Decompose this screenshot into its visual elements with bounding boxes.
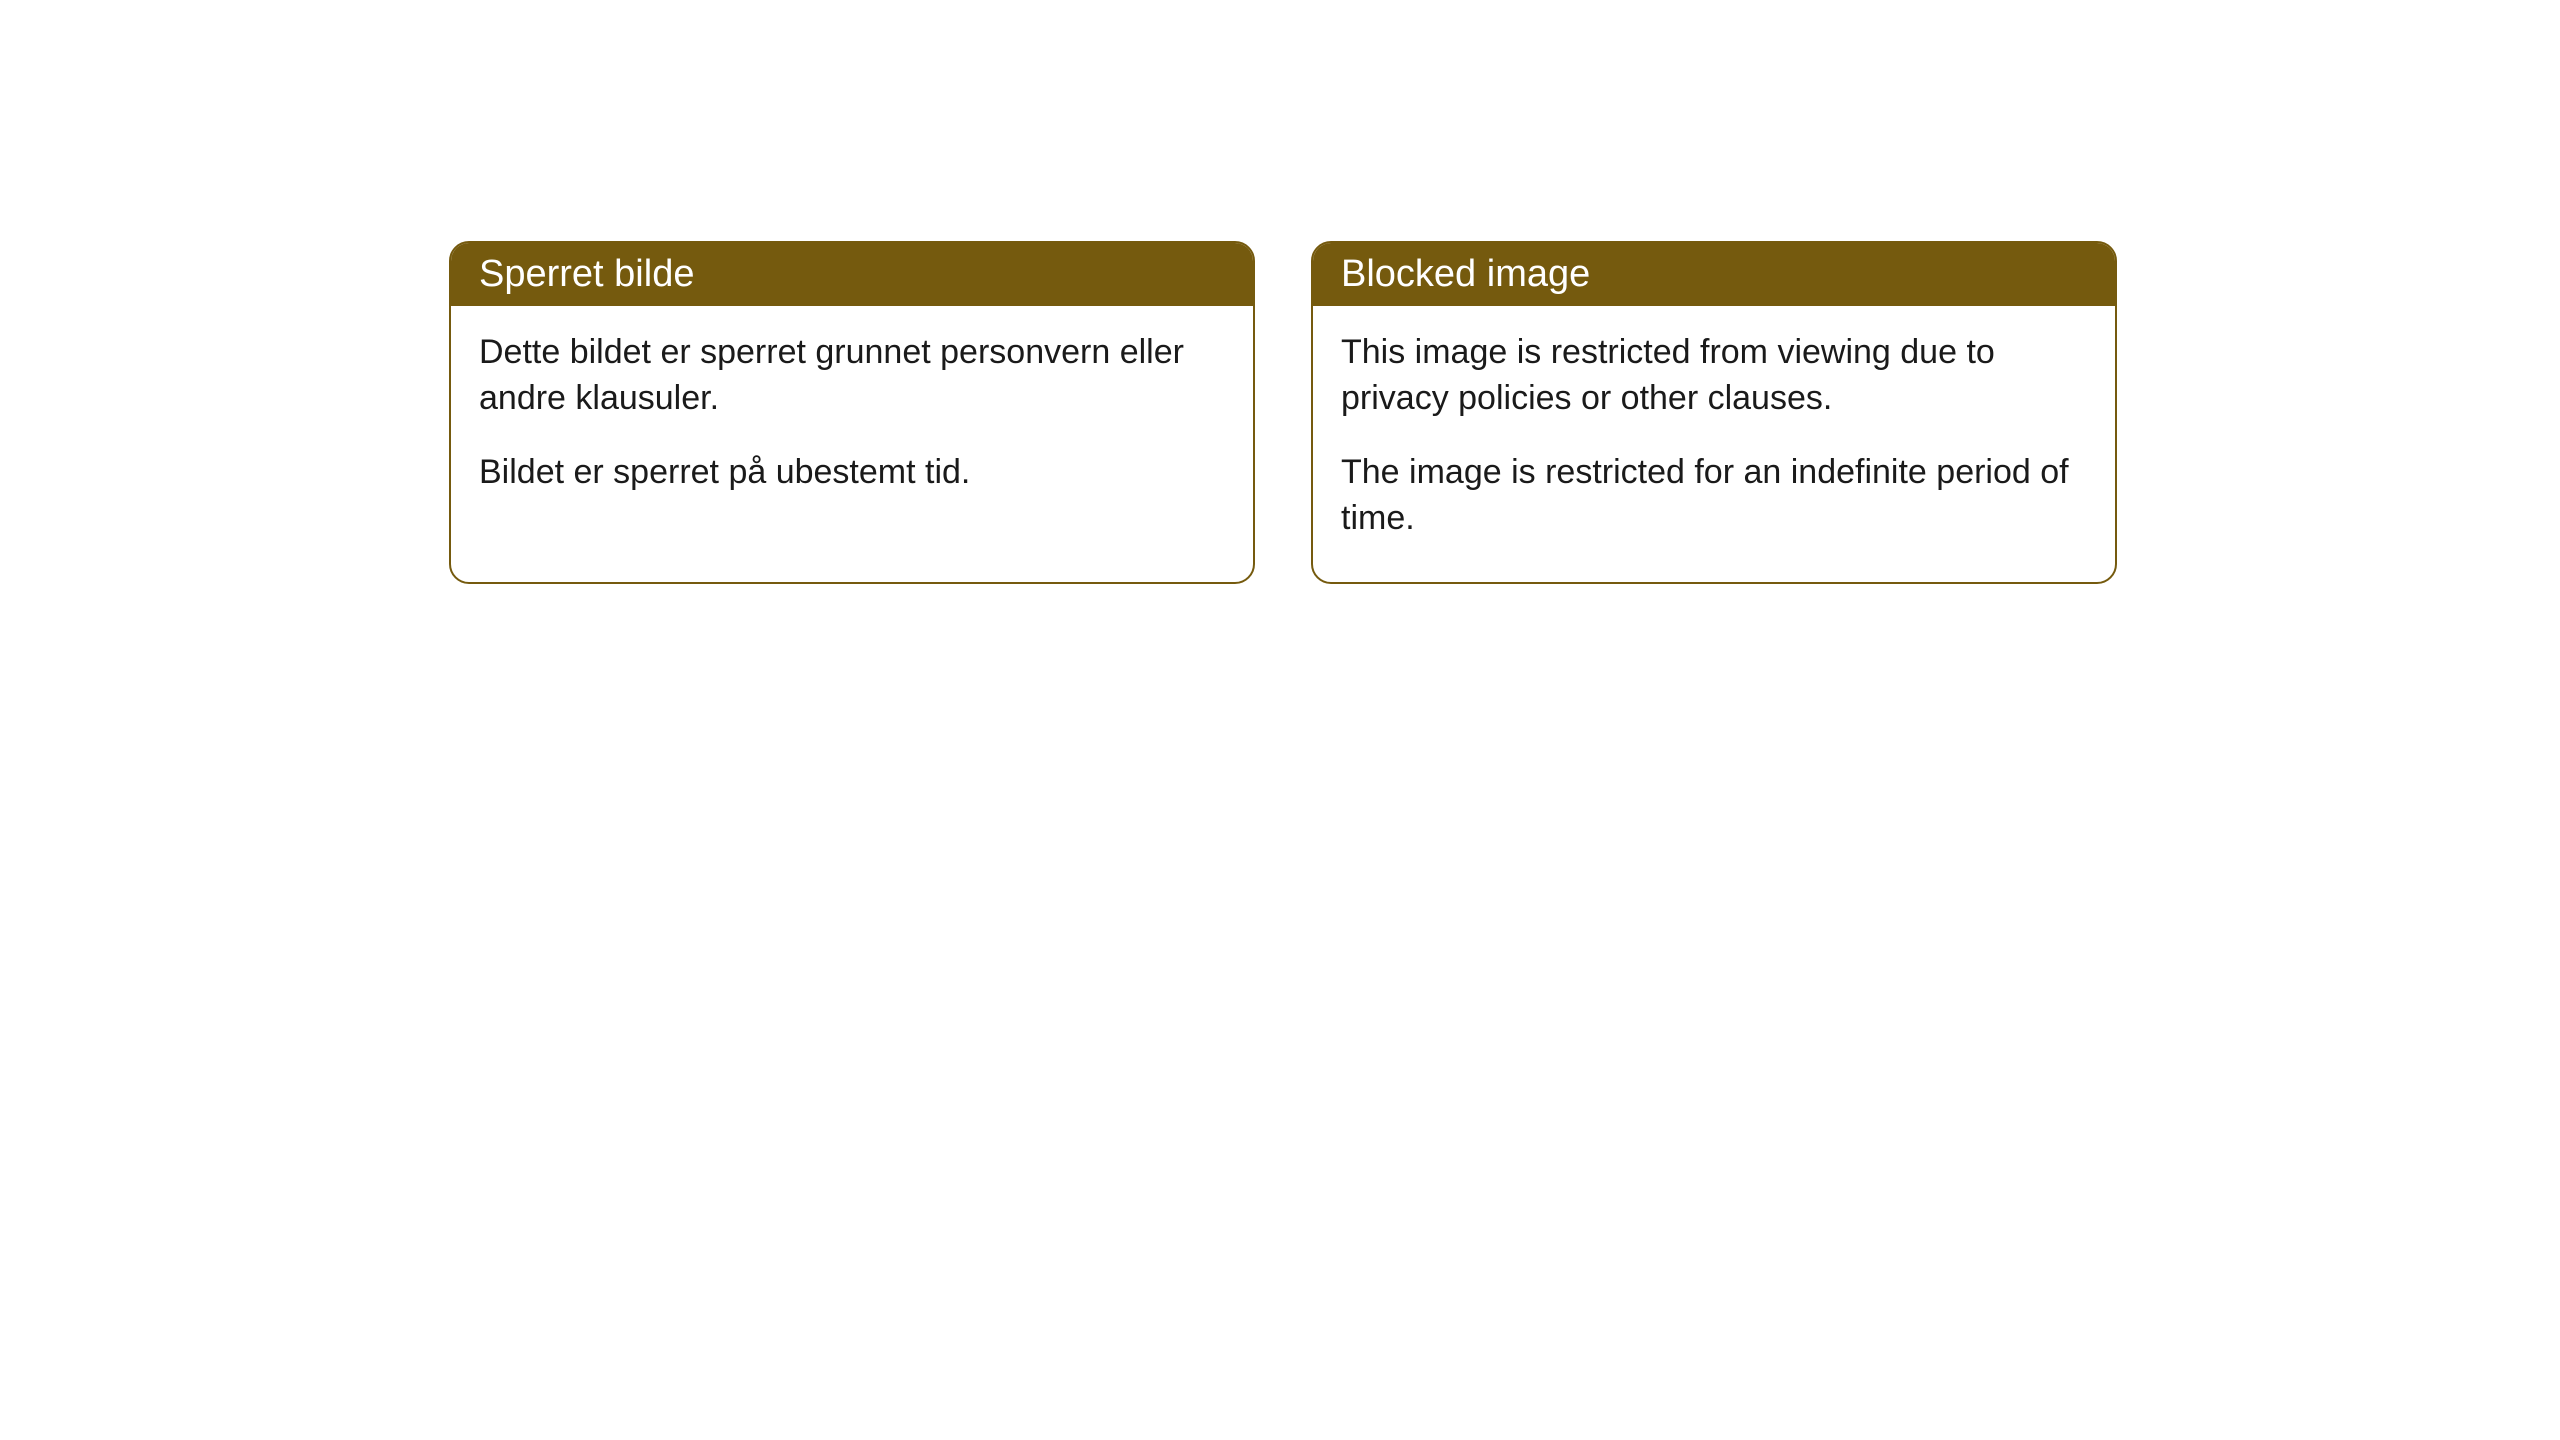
card-paragraph: Dette bildet er sperret grunnet personve… [479,330,1225,422]
notice-card-english: Blocked image This image is restricted f… [1311,241,2117,584]
card-paragraph: The image is restricted for an indefinit… [1341,450,2087,542]
card-body-english: This image is restricted from viewing du… [1313,306,2115,582]
notice-card-norwegian: Sperret bilde Dette bildet er sperret gr… [449,241,1255,584]
card-paragraph: Bildet er sperret på ubestemt tid. [479,450,1225,496]
card-paragraph: This image is restricted from viewing du… [1341,330,2087,422]
card-header-english: Blocked image [1313,243,2115,306]
notice-cards-container: Sperret bilde Dette bildet er sperret gr… [449,241,2117,584]
card-body-norwegian: Dette bildet er sperret grunnet personve… [451,306,1253,536]
card-header-norwegian: Sperret bilde [451,243,1253,306]
